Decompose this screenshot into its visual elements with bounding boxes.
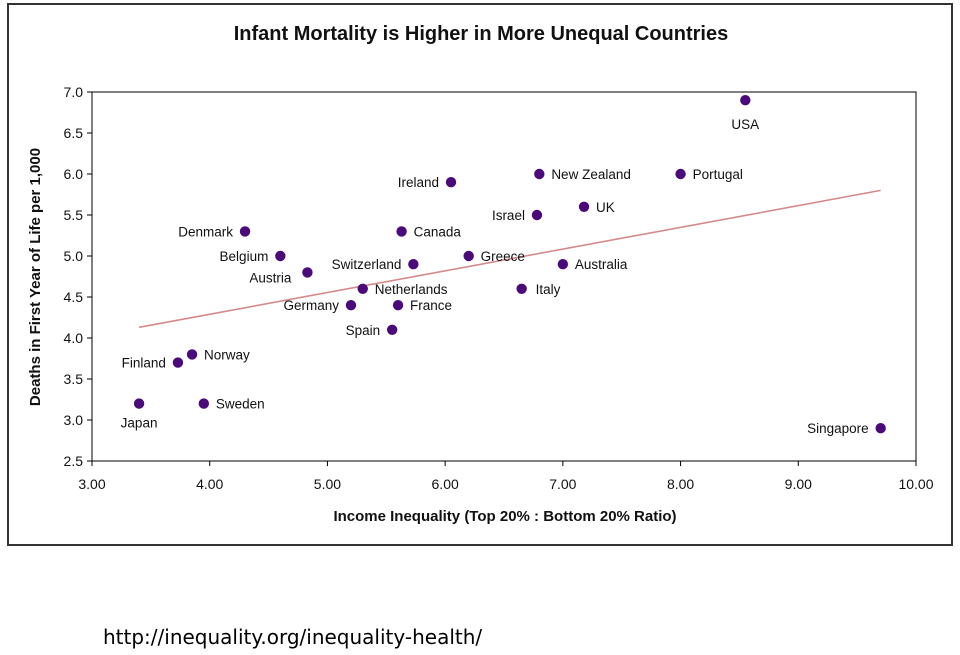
data-point-greece (463, 250, 474, 262)
data-point-canada (396, 226, 407, 237)
point-label: France (410, 298, 452, 313)
point-label: Finland (122, 356, 166, 371)
point-label: Switzerland (332, 257, 402, 272)
data-point-ireland (445, 177, 457, 188)
point-label: Portugal (693, 167, 743, 182)
data-point-finland (172, 357, 184, 368)
point-label: USA (731, 117, 759, 132)
point-label: Singapore (807, 421, 869, 436)
data-point-belgium (275, 250, 286, 262)
x-axis-title: Income Inequality (Top 20% : Bottom 20% … (333, 508, 676, 525)
data-points: Japan Finland Norway Sweden Denmark Belgium Au… (121, 95, 886, 436)
point-label: Greece (481, 249, 525, 264)
data-point-japan (133, 398, 145, 409)
point-label: UK (596, 200, 615, 215)
plot-area (91, 91, 917, 462)
x-tick-label: 7.00 (549, 476, 576, 492)
data-point-australia (557, 259, 569, 270)
data-point-singapore (875, 423, 886, 434)
x-tick-label: 4.00 (196, 476, 223, 492)
y-tick-label: 4.5 (64, 289, 84, 305)
x-tick-label: 5.00 (314, 476, 341, 492)
data-point-denmark (239, 226, 251, 237)
point-label: Belgium (220, 249, 269, 264)
data-point-switzerland (408, 259, 419, 270)
scatter-chart: Infant Mortality is Higher in More Unequ… (27, 23, 934, 525)
point-label: Norway (204, 347, 250, 362)
y-tick-label: 3.5 (64, 371, 84, 387)
data-point-portugal (675, 168, 686, 180)
y-tick-label: 5.5 (64, 207, 84, 223)
data-point-new-zealand (534, 168, 545, 180)
data-point-usa (740, 95, 751, 106)
point-label: Australia (575, 257, 628, 272)
x-tick-label: 3.00 (78, 476, 105, 492)
point-label: Israel (492, 208, 525, 223)
data-point-netherlands (357, 283, 368, 294)
x-tick-label: 9.00 (785, 476, 812, 492)
point-label: Sweden (216, 397, 265, 412)
point-label: Ireland (398, 175, 439, 190)
point-label: Spain (346, 323, 381, 338)
y-tick-label: 3.0 (64, 412, 84, 428)
point-label: Denmark (178, 224, 233, 239)
y-tick-label: 6.0 (64, 166, 84, 182)
y-axis: 2.5 3.0 3.5 4.0 4.5 5.0 5.5 6.0 6.5 7.0 (64, 84, 92, 469)
data-point-austria (302, 267, 313, 278)
point-label: New Zealand (551, 167, 631, 182)
chart-title: Infant Mortality is Higher in More Unequ… (234, 23, 728, 45)
chart-frame (7, 3, 953, 546)
data-point-italy (516, 283, 527, 294)
trend-line (138, 189, 881, 329)
y-axis-title: Deaths in First Year of Life per 1,000 (27, 148, 44, 406)
y-tick-label: 5.0 (64, 248, 84, 264)
data-point-spain (386, 324, 398, 335)
source-url[interactable]: http://inequality.org/inequality-health/ (103, 625, 483, 649)
point-label: Netherlands (375, 282, 448, 297)
data-point-sweden (198, 398, 210, 409)
y-tick-label: 4.0 (64, 330, 84, 346)
x-tick-label: 8.00 (667, 476, 694, 492)
x-tick-label: 10.00 (898, 476, 933, 492)
data-point-norway (186, 349, 198, 360)
y-tick-label: 6.5 (64, 125, 84, 141)
data-point-israel (531, 209, 543, 221)
point-label: Germany (283, 298, 339, 313)
data-point-germany (345, 300, 357, 311)
y-tick-label: 2.5 (64, 453, 84, 469)
point-label: Italy (536, 282, 561, 297)
data-point-france (392, 300, 404, 311)
x-tick-label: 6.00 (432, 476, 459, 492)
point-label: Canada (414, 224, 462, 239)
x-axis: 3.00 4.00 5.00 6.00 7.00 8.00 9.00 10.00 (78, 461, 934, 492)
y-tick-label: 7.0 (64, 84, 84, 100)
point-label: Austria (249, 270, 292, 285)
data-point-uk (578, 201, 590, 212)
point-label: Japan (121, 416, 158, 431)
